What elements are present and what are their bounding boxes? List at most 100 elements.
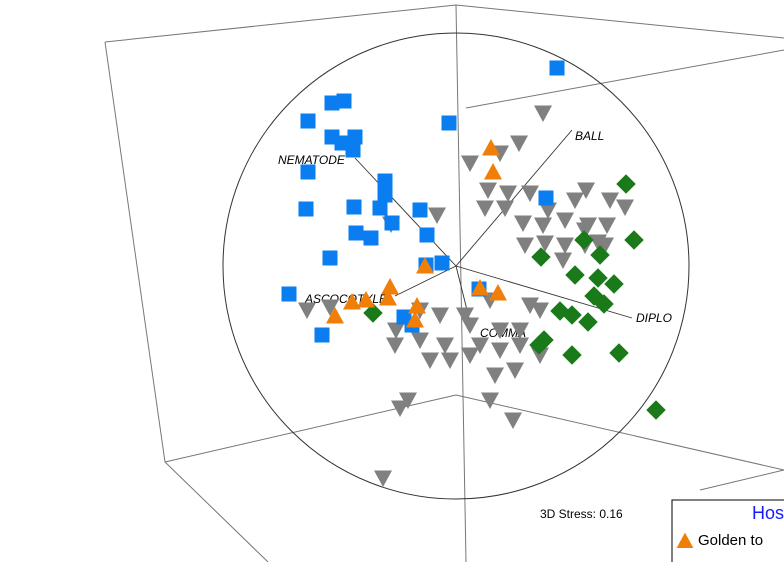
point xyxy=(298,302,316,319)
point xyxy=(556,237,574,254)
point xyxy=(504,412,522,429)
point xyxy=(486,367,504,384)
point xyxy=(408,297,426,314)
point xyxy=(496,200,514,217)
point xyxy=(377,173,393,189)
point xyxy=(412,202,428,218)
point xyxy=(521,185,539,202)
points xyxy=(281,60,666,487)
point xyxy=(510,135,528,152)
point xyxy=(300,164,316,180)
point xyxy=(624,230,644,250)
legend-marker xyxy=(676,532,694,548)
point xyxy=(589,234,607,251)
point xyxy=(348,225,364,241)
point xyxy=(554,252,572,269)
point xyxy=(511,337,529,354)
point xyxy=(431,307,449,324)
vector-label: NEMATODE xyxy=(278,153,346,167)
point xyxy=(374,470,392,487)
legend-title: Hos xyxy=(752,503,784,523)
point xyxy=(574,230,594,250)
point xyxy=(609,343,629,363)
frame xyxy=(104,4,784,562)
vector-label: DIPLO xyxy=(636,311,672,325)
point xyxy=(363,230,379,246)
point xyxy=(576,222,594,239)
point xyxy=(300,113,316,129)
point xyxy=(411,332,429,349)
point xyxy=(482,139,500,156)
point xyxy=(436,337,454,354)
point xyxy=(461,347,479,364)
point xyxy=(379,289,397,306)
point xyxy=(386,337,404,354)
point xyxy=(538,190,554,206)
point xyxy=(562,345,582,365)
point xyxy=(476,200,494,217)
stress-label: 3D Stress: 0.16 xyxy=(540,507,623,521)
point xyxy=(511,322,529,339)
legend-label: Golden to xyxy=(698,532,763,549)
point xyxy=(531,302,549,319)
point xyxy=(491,342,509,359)
point xyxy=(578,312,598,332)
point xyxy=(594,294,614,314)
point xyxy=(616,174,636,194)
point xyxy=(434,255,450,271)
point xyxy=(646,400,666,420)
point xyxy=(346,199,362,215)
point xyxy=(489,284,507,301)
point xyxy=(479,182,497,199)
point xyxy=(372,200,388,216)
point xyxy=(536,235,554,252)
point xyxy=(314,327,330,343)
point xyxy=(461,317,479,334)
point xyxy=(598,217,616,234)
point xyxy=(363,303,383,323)
point xyxy=(514,215,532,232)
point xyxy=(377,187,393,203)
point xyxy=(471,279,489,296)
point xyxy=(491,322,509,339)
point xyxy=(384,215,400,231)
point xyxy=(322,250,338,266)
point xyxy=(590,245,610,265)
point xyxy=(484,163,502,180)
point xyxy=(531,247,551,267)
point xyxy=(562,305,582,325)
point xyxy=(588,268,608,288)
point xyxy=(419,227,435,243)
point xyxy=(616,199,634,216)
point xyxy=(441,352,459,369)
point xyxy=(441,115,457,131)
point xyxy=(326,307,344,324)
point xyxy=(421,352,439,369)
point xyxy=(461,155,479,172)
point xyxy=(428,207,446,224)
point xyxy=(456,307,474,324)
point xyxy=(565,265,585,285)
point xyxy=(549,60,565,76)
point xyxy=(391,400,409,417)
point xyxy=(357,291,375,308)
point xyxy=(343,293,361,310)
point xyxy=(566,192,584,209)
point xyxy=(534,217,552,234)
point xyxy=(381,278,399,295)
point xyxy=(406,311,424,328)
point xyxy=(321,299,339,316)
point xyxy=(336,93,352,109)
point xyxy=(387,322,405,339)
point xyxy=(347,129,363,145)
point xyxy=(521,297,539,314)
point xyxy=(516,237,534,254)
point xyxy=(324,95,340,111)
point xyxy=(577,182,595,199)
point xyxy=(531,347,549,364)
point xyxy=(416,257,434,274)
point xyxy=(601,192,619,209)
legend: Golden to xyxy=(676,532,763,549)
point xyxy=(499,185,517,202)
